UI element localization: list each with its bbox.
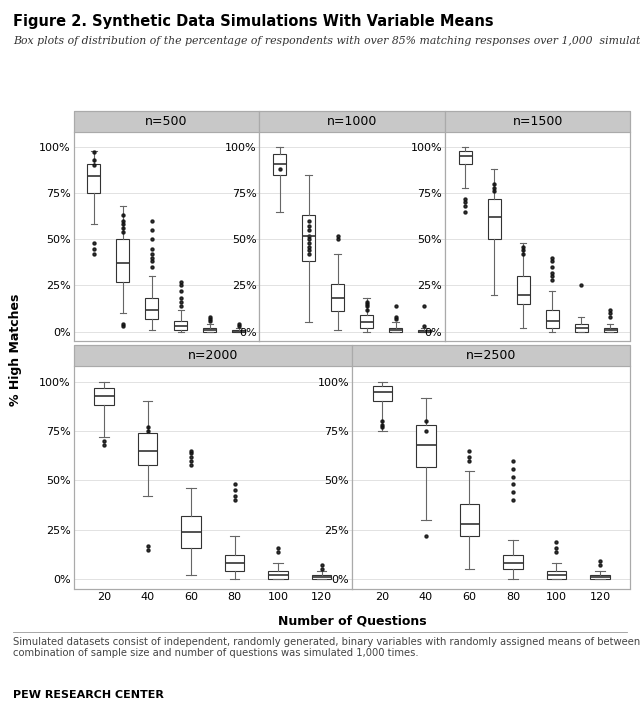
Text: n=1000: n=1000 <box>327 115 377 128</box>
PathPatch shape <box>604 328 616 332</box>
PathPatch shape <box>232 330 245 332</box>
PathPatch shape <box>181 516 201 548</box>
PathPatch shape <box>88 164 100 193</box>
PathPatch shape <box>547 571 566 579</box>
PathPatch shape <box>590 575 610 579</box>
PathPatch shape <box>575 324 588 332</box>
PathPatch shape <box>545 309 559 328</box>
PathPatch shape <box>418 330 431 332</box>
Text: Simulated datasets consist of independent, randomly generated, binary variables : Simulated datasets consist of independen… <box>13 637 640 658</box>
Text: PEW RESEARCH CENTER: PEW RESEARCH CENTER <box>13 690 164 700</box>
PathPatch shape <box>268 571 288 579</box>
Text: n=2000: n=2000 <box>188 348 238 362</box>
PathPatch shape <box>459 151 472 164</box>
Text: n=500: n=500 <box>145 115 188 128</box>
PathPatch shape <box>302 215 315 261</box>
PathPatch shape <box>225 555 244 571</box>
PathPatch shape <box>273 154 286 175</box>
PathPatch shape <box>145 298 159 318</box>
Text: Figure 2. Synthetic Data Simulations With Variable Means: Figure 2. Synthetic Data Simulations Wit… <box>13 14 493 29</box>
Text: Number of Questions: Number of Questions <box>278 615 426 628</box>
PathPatch shape <box>138 433 157 465</box>
Text: Box plots of distribution of the percentage of respondents with over 85% matchin: Box plots of distribution of the percent… <box>13 36 640 46</box>
Text: n=2500: n=2500 <box>466 348 516 362</box>
PathPatch shape <box>389 328 402 332</box>
PathPatch shape <box>360 315 373 328</box>
PathPatch shape <box>488 198 500 239</box>
PathPatch shape <box>312 575 332 579</box>
Text: n=1500: n=1500 <box>513 115 563 128</box>
PathPatch shape <box>503 555 523 569</box>
PathPatch shape <box>331 283 344 311</box>
PathPatch shape <box>416 425 436 467</box>
PathPatch shape <box>94 388 114 406</box>
PathPatch shape <box>116 239 129 282</box>
Text: % High Matches: % High Matches <box>10 293 22 406</box>
PathPatch shape <box>204 328 216 332</box>
PathPatch shape <box>372 386 392 401</box>
PathPatch shape <box>516 276 530 304</box>
PathPatch shape <box>460 504 479 536</box>
PathPatch shape <box>174 321 188 330</box>
